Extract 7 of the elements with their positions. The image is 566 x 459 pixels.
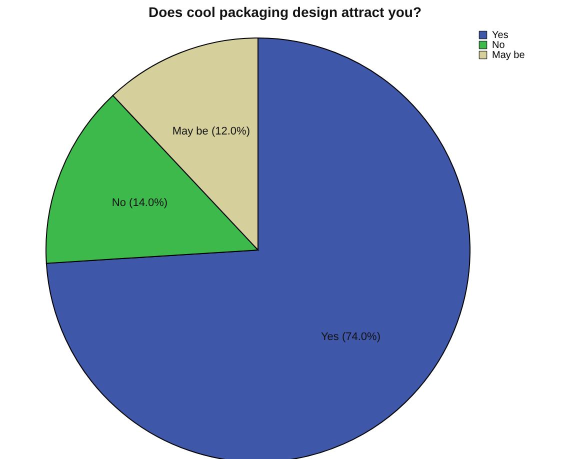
legend-label: No [492, 40, 506, 51]
data-label: Yes (74.0%) [320, 331, 380, 344]
chart-title: Does cool packaging design attract you? [148, 4, 422, 20]
data-label: May be (12.0%) [172, 126, 250, 138]
legend-label: Yes [492, 30, 508, 41]
data-label: No (14.0%) [112, 197, 168, 210]
legend-label: May be [492, 50, 526, 61]
